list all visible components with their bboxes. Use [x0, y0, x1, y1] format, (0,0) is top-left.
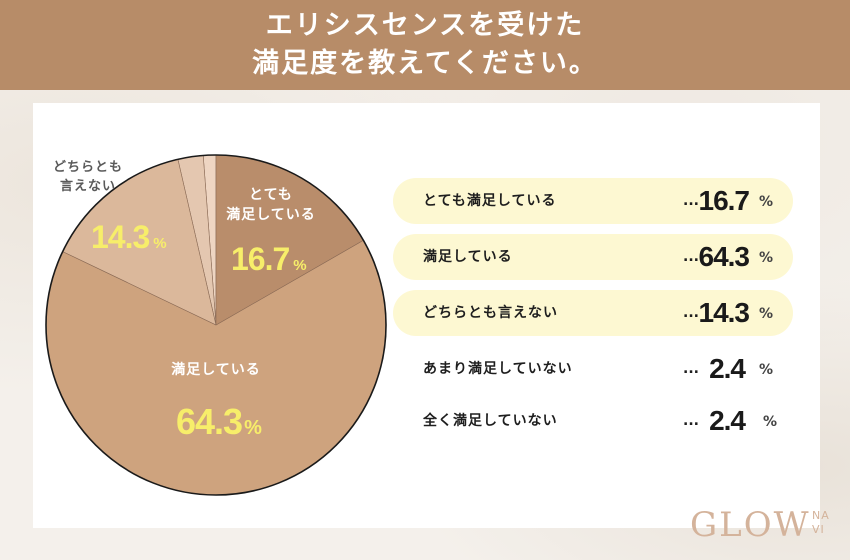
logo-main: GLOW: [690, 505, 811, 545]
legend-value: 64.3: [698, 241, 750, 272]
logo-sub-top: NA: [812, 509, 830, 522]
glow-navi-logo: GLOW NA VI: [690, 505, 829, 545]
legend-row-not-very: あまり満足していない ... 2.4 %: [393, 346, 793, 392]
neutral-callout-line1: どちらとも: [53, 160, 124, 175]
legend-label: 満足している: [423, 249, 513, 265]
satisfied-pct: 64.3%: [176, 401, 262, 443]
legend-label: 全く満足していない: [423, 413, 558, 429]
legend-dots: ...: [683, 249, 699, 265]
legend-dots: ...: [683, 413, 699, 429]
legend-unit: %: [758, 306, 773, 322]
pie-chart: どちらとも 言えない 14.3% とても 満足している 16.7% 満足している…: [33, 103, 433, 528]
legend-label: どちらとも言えない: [423, 305, 558, 321]
legend-value: 16.7: [698, 185, 750, 216]
title-line-1: エリシスセンスを受けた: [265, 10, 585, 41]
very-satisfied-pct: 16.7%: [231, 241, 307, 278]
legend-unit: %: [758, 362, 773, 378]
legend-row-very-satisfied: とても満足している ... 16.7 %: [393, 178, 793, 224]
satisfied-label: 満足している: [161, 360, 271, 380]
legend-dots: ...: [683, 305, 699, 321]
logo-sub-bottom: VI: [812, 523, 825, 536]
title-banner: エリシスセンスを受けた 満足度を教えてください。: [0, 0, 850, 90]
logo-sub: NA VI: [812, 509, 830, 537]
neutral-pct: 14.3%: [91, 219, 167, 256]
neutral-callout: どちらとも 言えない: [53, 158, 123, 196]
legend-unit: %: [758, 194, 773, 210]
legend-label: とても満足している: [423, 193, 557, 209]
legend-value: 2.4: [709, 353, 746, 384]
legend-row-not-at-all: 全く満足していない ... 2.4 %: [393, 398, 793, 444]
legend-value: 14.3: [698, 297, 750, 328]
very-satisfied-pct-value: 16.7: [231, 241, 290, 277]
neutral-pct-unit: %: [153, 235, 167, 252]
chart-card: どちらとも 言えない 14.3% とても 満足している 16.7% 満足している…: [33, 103, 820, 528]
legend-value: 2.4: [709, 405, 746, 436]
legend-unit: %: [762, 414, 777, 430]
very-satisfied-label-line1: とても: [249, 187, 293, 203]
legend-label: あまり満足していない: [423, 361, 573, 377]
very-satisfied-label: とても 満足している: [221, 185, 321, 225]
legend-dots: ...: [683, 361, 699, 377]
title-line-2: 満足度を教えてください。: [252, 48, 598, 79]
neutral-pct-value: 14.3: [91, 219, 150, 255]
very-satisfied-label-line2: 満足している: [226, 207, 316, 223]
legend-row-satisfied: 満足している ... 64.3 %: [393, 234, 793, 280]
satisfied-pct-unit: %: [244, 417, 262, 439]
very-satisfied-pct-unit: %: [293, 257, 307, 274]
neutral-callout-line2: 言えない: [60, 179, 117, 194]
legend-dots: ...: [683, 193, 699, 209]
satisfied-label-line1: 満足している: [171, 362, 261, 378]
legend-unit: %: [758, 250, 773, 266]
satisfied-pct-value: 64.3: [176, 401, 243, 442]
legend-row-neutral: どちらとも言えない ... 14.3 %: [393, 290, 793, 336]
pie-svg: [45, 154, 387, 496]
